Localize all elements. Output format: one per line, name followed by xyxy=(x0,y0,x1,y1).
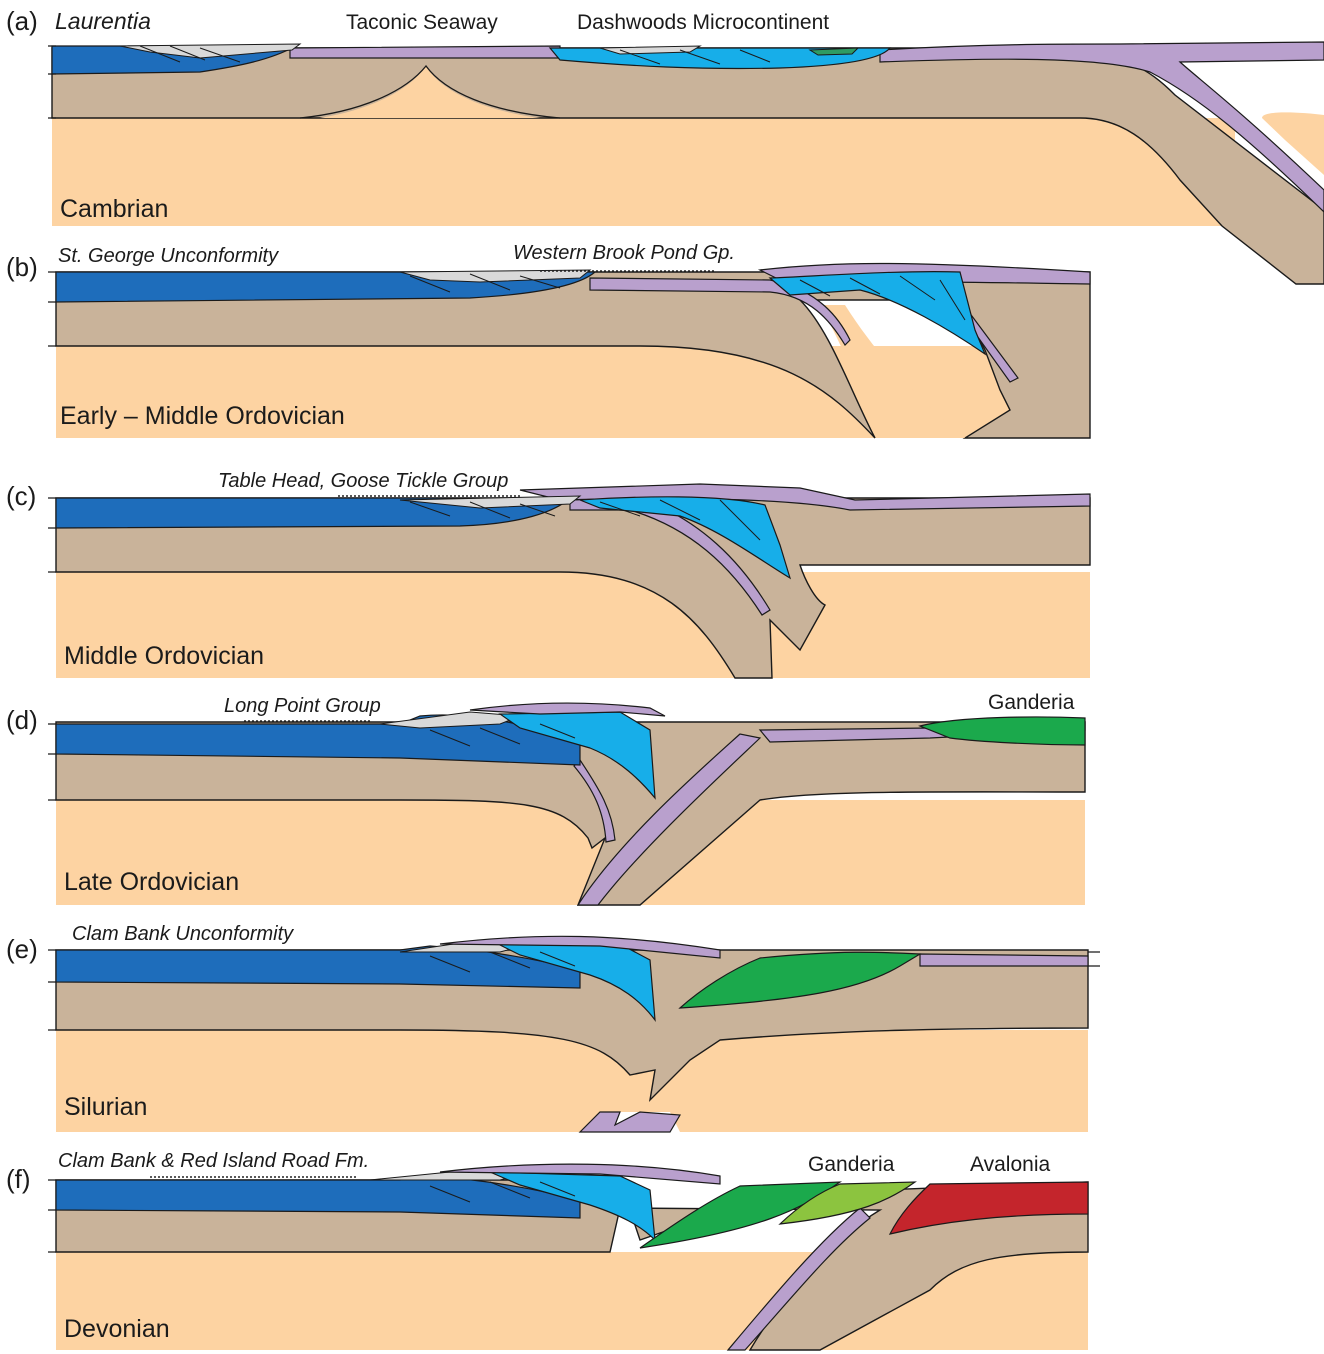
section-a xyxy=(51,41,1324,285)
section-c xyxy=(55,483,1091,679)
western-brook-label: Western Brook Pond Gp. xyxy=(513,242,735,264)
table-head-label: Table Head, Goose Tickle Group xyxy=(218,470,509,492)
clam-bank-unconformity-label: Clam Bank Unconformity xyxy=(72,923,294,945)
taconic-seaway-label: Taconic Seaway xyxy=(346,11,498,34)
oceanic-slab-a xyxy=(879,41,1324,213)
slab-d xyxy=(576,733,762,906)
lithosphere-c xyxy=(55,497,1091,679)
dashwoods-label: Dashwoods Microcontinent xyxy=(577,11,830,34)
slab-f xyxy=(726,1207,871,1351)
age-label-b: Early – Middle Ordovician xyxy=(60,402,345,430)
dashwoods-carbonate-d xyxy=(498,711,656,800)
age-label-f: Devonian xyxy=(64,1315,170,1343)
age-label-c: Middle Ordovician xyxy=(64,642,265,670)
mantle-e xyxy=(56,1030,1088,1132)
panel-letter-a: (a) xyxy=(6,6,38,36)
section-e xyxy=(55,935,1100,1133)
rift-outline-a xyxy=(299,64,561,119)
ganderia-label-f: Ganderia xyxy=(808,1153,895,1176)
ganderia-d xyxy=(918,716,1086,746)
mantle-a xyxy=(52,118,1324,284)
section-f xyxy=(55,1163,1089,1351)
panel-letter-c: (c) xyxy=(6,481,37,511)
avalonia-f xyxy=(888,1181,1089,1235)
ganderia-e xyxy=(678,951,923,1009)
panel-letter-b: (b) xyxy=(6,252,38,282)
mantle-c xyxy=(56,572,1090,678)
dashwoods-carbonate-f xyxy=(489,1171,656,1242)
section-b xyxy=(55,262,1091,439)
age-label-d: Late Ordovician xyxy=(64,868,240,896)
tick-mark-e xyxy=(1088,951,1100,967)
age-label-a: Cambrian xyxy=(60,195,169,223)
laurentia-label: Laurentia xyxy=(55,8,151,34)
age-label-e: Silurian xyxy=(64,1093,148,1121)
mantle-pocket-a xyxy=(1262,112,1324,175)
clam-bank-red-island-label: Clam Bank & Red Island Road Fm. xyxy=(58,1150,370,1172)
ganderia-light-f xyxy=(778,1181,917,1225)
wedge-mantle-b xyxy=(820,305,965,438)
section-d xyxy=(55,702,1086,906)
st-george-label: St. George Unconformity xyxy=(58,245,279,267)
slab-fragment-e xyxy=(578,1111,682,1133)
ganderia-label-d: Ganderia xyxy=(988,691,1075,714)
dashwoods-carbonate-e xyxy=(489,939,656,1023)
long-point-label: Long Point Group xyxy=(224,695,381,717)
avalonia-label: Avalonia xyxy=(970,1153,1051,1176)
left-ticks xyxy=(48,45,56,1253)
panel-letter-e: (e) xyxy=(6,934,38,964)
rift-upwelling-a xyxy=(320,66,540,118)
panel-letter-f: (f) xyxy=(6,1164,31,1194)
lithosphere-d xyxy=(55,721,1086,906)
oceanic-crust-c xyxy=(569,497,771,616)
panel-letter-d: (d) xyxy=(6,705,38,735)
mantle-d xyxy=(56,800,1085,905)
dashwoods-green-a xyxy=(808,47,860,56)
